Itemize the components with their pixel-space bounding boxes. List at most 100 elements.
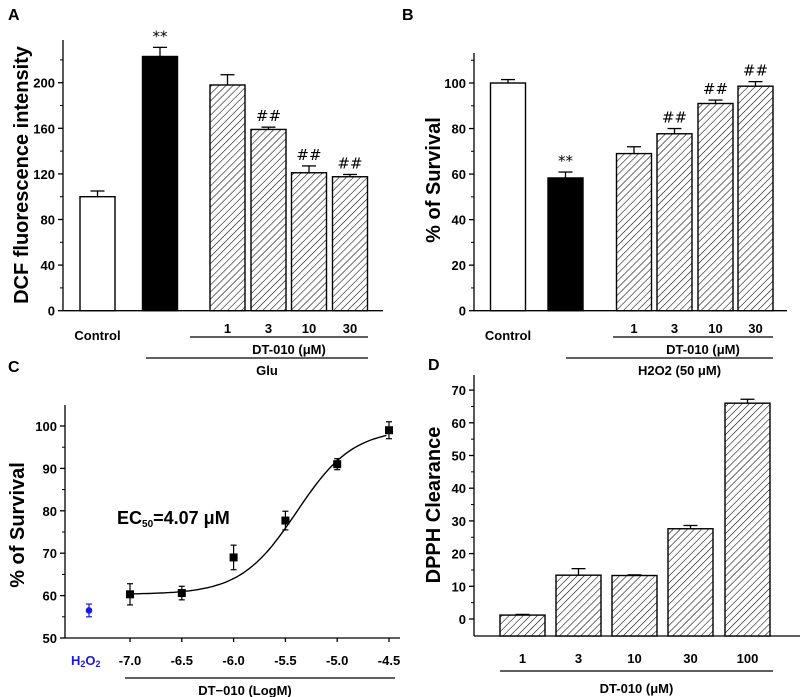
y-tick-label-c: 70	[43, 546, 57, 561]
x-tick-label-c: -4.5	[378, 653, 400, 668]
x-tick-label-b: 3	[671, 321, 678, 336]
x-tick-label-a: 30	[343, 321, 357, 336]
bar-a	[79, 195, 116, 312]
x-tick-label-c: -5.5	[274, 653, 296, 668]
x-tick-label-b: 30	[748, 321, 762, 336]
y-tick-label-c: 50	[43, 631, 57, 646]
panel-label-a: A	[8, 7, 20, 24]
bar-a	[290, 172, 328, 312]
y-axis-title-c: % of Survival	[7, 462, 29, 588]
y-tick-label-c: 100	[35, 419, 57, 434]
y-tick-label-b: 80	[452, 122, 466, 137]
y-axis-title-b: % of Survival	[423, 117, 445, 243]
x-tick-label-a: 1	[224, 321, 231, 336]
x-tick-label-d: 30	[683, 651, 697, 666]
y-tick-label-d: 30	[452, 514, 466, 529]
y-tick-label-a: 0	[48, 304, 55, 319]
bar-d	[724, 402, 771, 637]
y-tick-label-c: 60	[43, 589, 57, 604]
y-tick-label-d: 70	[452, 383, 466, 398]
group-label-a: DT-010 (μM)	[252, 342, 326, 357]
x-tick-label-a: Control	[74, 328, 120, 343]
bar-d	[611, 574, 658, 637]
bar-b	[615, 152, 653, 312]
y-tick-label-d: 10	[452, 579, 466, 594]
y-tick-label-c: 80	[43, 504, 57, 519]
y-tick-label-d: 20	[452, 547, 466, 562]
significance-mark-a: **	[153, 27, 169, 45]
data-point-c	[177, 589, 186, 598]
ec50-part: =4.07 μM	[153, 508, 230, 528]
y-tick-label-a: 80	[41, 213, 55, 228]
x-tick-label-b: Control	[485, 328, 531, 343]
control-x-label-c: H2O2	[71, 653, 101, 669]
control-label-part: H	[71, 653, 80, 668]
y-tick-label-b: 40	[452, 213, 466, 228]
significance-mark-a: ##	[337, 154, 362, 172]
x-tick-label-d: 100	[737, 651, 759, 666]
y-tick-label-d: 40	[452, 481, 466, 496]
bar-b	[656, 133, 693, 312]
bar-d	[555, 574, 602, 637]
x-tick-label-d: 3	[575, 651, 582, 666]
control-label-part: O	[85, 653, 95, 668]
y-axis-title-d: DPPH Clearance	[423, 427, 445, 584]
y-tick-label-b: 60	[452, 167, 466, 182]
control-label-part: 2	[80, 659, 85, 669]
data-point-c	[229, 553, 238, 562]
x-tick-label-a: 10	[302, 321, 316, 336]
group-label-b: DT-010 (μM)	[666, 342, 740, 357]
x-tick-label-b: 10	[708, 321, 722, 336]
bar-b	[737, 85, 774, 312]
x-tick-label-c: -6.5	[171, 653, 193, 668]
panel-label-b: B	[402, 7, 414, 24]
bar-a	[141, 55, 179, 312]
x-axis-title-d: DT-010 (μM)	[600, 681, 674, 696]
significance-mark-b: ##	[703, 80, 728, 98]
y-tick-label-a: 40	[41, 258, 55, 273]
bar-a	[209, 84, 246, 312]
bar-b	[697, 102, 734, 312]
x-tick-label-b: 1	[630, 321, 637, 336]
x-axis-title-c: DT−010 (LogM)	[198, 683, 292, 697]
y-tick-label-d: 50	[452, 449, 466, 464]
bar-d	[499, 614, 546, 637]
significance-mark-a: ##	[296, 146, 321, 164]
bar-b	[489, 82, 527, 312]
y-tick-label-a: 160	[33, 121, 55, 136]
data-point-c	[385, 426, 393, 435]
panel-label-c: C	[8, 359, 20, 376]
y-axis-title-a: DCF fluorescence intensity	[11, 45, 33, 304]
y-tick-label-b: 20	[452, 258, 466, 273]
control-point-c	[85, 607, 93, 614]
bar-a	[331, 176, 369, 312]
x-tick-label-a: 3	[265, 321, 272, 336]
x-tick-label-c: -5.0	[326, 653, 348, 668]
bar-b	[547, 177, 584, 312]
bar-a	[250, 128, 287, 312]
x-tick-label-c: -6.0	[222, 653, 244, 668]
panel-label-d: D	[428, 357, 440, 374]
group-label-outer-a: Glu	[256, 363, 278, 378]
data-point-c	[333, 460, 342, 469]
control-label-part: 2	[96, 659, 101, 669]
bar-d	[667, 528, 714, 637]
x-tick-label-d: 1	[519, 651, 526, 666]
group-label-outer-b: H2O2 (50 μM)	[638, 363, 721, 378]
y-tick-label-d: 0	[459, 612, 466, 627]
y-tick-label-b: 100	[444, 76, 466, 91]
y-tick-label-b: 0	[459, 304, 466, 319]
data-point-c	[126, 590, 134, 599]
significance-mark-b: ##	[662, 109, 687, 127]
y-tick-label-c: 90	[43, 461, 57, 476]
y-tick-label-a: 200	[33, 76, 55, 91]
y-tick-label-a: 120	[33, 167, 55, 182]
y-tick-label-d: 60	[452, 416, 466, 431]
ec50-annotation-c: EC50=4.07 μM	[117, 508, 230, 530]
significance-mark-b: **	[558, 152, 574, 170]
significance-mark-b: ##	[743, 62, 768, 80]
x-tick-label-d: 10	[627, 651, 641, 666]
data-point-c	[281, 516, 290, 525]
